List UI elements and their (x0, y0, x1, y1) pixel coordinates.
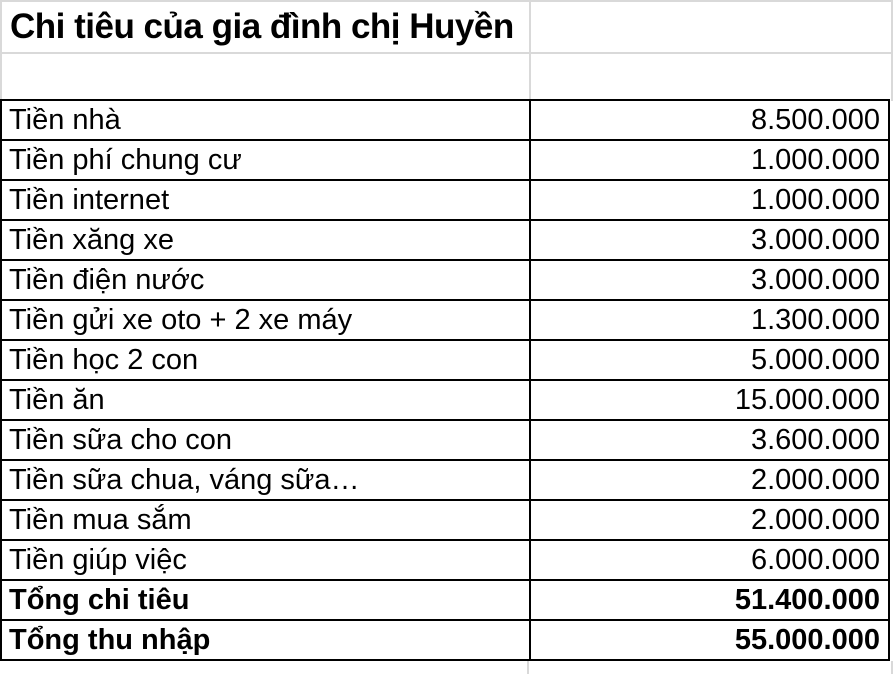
expense-label-cell[interactable]: Tiền học 2 con (0, 339, 531, 381)
expense-label-cell[interactable]: Tiền phí chung cư (0, 139, 531, 181)
total-income-value-cell[interactable]: 55.000.000 (529, 619, 890, 661)
empty-cell-b1[interactable] (531, 2, 893, 52)
table-row: Tiền xăng xe 3.000.000 (0, 219, 890, 261)
empty-cell-b2[interactable] (531, 54, 893, 101)
expense-value-cell[interactable]: 2.000.000 (529, 499, 890, 541)
total-expense-value-cell[interactable]: 51.400.000 (529, 579, 890, 621)
table-row: Tiền phí chung cư 1.000.000 (0, 139, 890, 181)
expense-label-cell[interactable]: Tiền mua sắm (0, 499, 531, 541)
table-row: Tiền sữa chua, váng sữa… 2.000.000 (0, 459, 890, 501)
expense-label-cell[interactable]: Tiền điện nước (0, 259, 531, 301)
gridline-vertical (529, 2, 531, 101)
expense-value-cell[interactable]: 3.000.000 (529, 219, 890, 261)
table-row: Tiền mua sắm 2.000.000 (0, 499, 890, 541)
gridline-stub-center (527, 661, 529, 674)
table-row: Tiền internet 1.000.000 (0, 179, 890, 221)
total-income-label-cell[interactable]: Tổng thu nhập (0, 619, 531, 661)
expense-label-cell[interactable]: Tiền sữa chua, váng sữa… (0, 459, 531, 501)
expense-value-cell[interactable]: 1.000.000 (529, 179, 890, 221)
expense-label-cell[interactable]: Tiền sữa cho con (0, 419, 531, 461)
table-row: Tiền ăn 15.000.000 (0, 379, 890, 421)
table-row: Tiền học 2 con 5.000.000 (0, 339, 890, 381)
expense-value-cell[interactable]: 5.000.000 (529, 339, 890, 381)
header-grid: Chi tiêu của gia đình chị Huyền (0, 0, 893, 101)
table-row: Tiền nhà 8.500.000 (0, 99, 890, 141)
expense-value-cell[interactable]: 6.000.000 (529, 539, 890, 581)
total-expense-row: Tổng chi tiêu 51.400.000 (0, 579, 890, 621)
gridline-stub-right (891, 661, 893, 674)
expense-value-cell[interactable]: 15.000.000 (529, 379, 890, 421)
expense-value-cell[interactable]: 1.000.000 (529, 139, 890, 181)
total-income-row: Tổng thu nhập 55.000.000 (0, 619, 890, 661)
expense-value-cell[interactable]: 2.000.000 (529, 459, 890, 501)
expense-table: Tiền nhà 8.500.000 Tiền phí chung cư 1.0… (0, 99, 890, 661)
total-expense-label-cell[interactable]: Tổng chi tiêu (0, 579, 531, 621)
page-title: Chi tiêu của gia đình chị Huyền (10, 7, 514, 46)
expense-label-cell[interactable]: Tiền nhà (0, 99, 531, 141)
expense-value-cell[interactable]: 3.000.000 (529, 259, 890, 301)
expense-value-cell[interactable]: 1.300.000 (529, 299, 890, 341)
empty-cell-a2[interactable] (2, 54, 529, 101)
expense-value-cell[interactable]: 8.500.000 (529, 99, 890, 141)
expense-label-cell[interactable]: Tiền ăn (0, 379, 531, 421)
expense-value-cell[interactable]: 3.600.000 (529, 419, 890, 461)
expense-label-cell[interactable]: Tiền gửi xe oto + 2 xe máy (0, 299, 531, 341)
table-row: Tiền điện nước 3.000.000 (0, 259, 890, 301)
table-row: Tiền gửi xe oto + 2 xe máy 1.300.000 (0, 299, 890, 341)
expense-label-cell[interactable]: Tiền internet (0, 179, 531, 221)
expense-label-cell[interactable]: Tiền xăng xe (0, 219, 531, 261)
table-row: Tiền sữa cho con 3.600.000 (0, 419, 890, 461)
expense-label-cell[interactable]: Tiền giúp việc (0, 539, 531, 581)
title-cell[interactable]: Chi tiêu của gia đình chị Huyền (2, 2, 529, 52)
gridline-horizontal (2, 52, 891, 54)
table-row: Tiền giúp việc 6.000.000 (0, 539, 890, 581)
